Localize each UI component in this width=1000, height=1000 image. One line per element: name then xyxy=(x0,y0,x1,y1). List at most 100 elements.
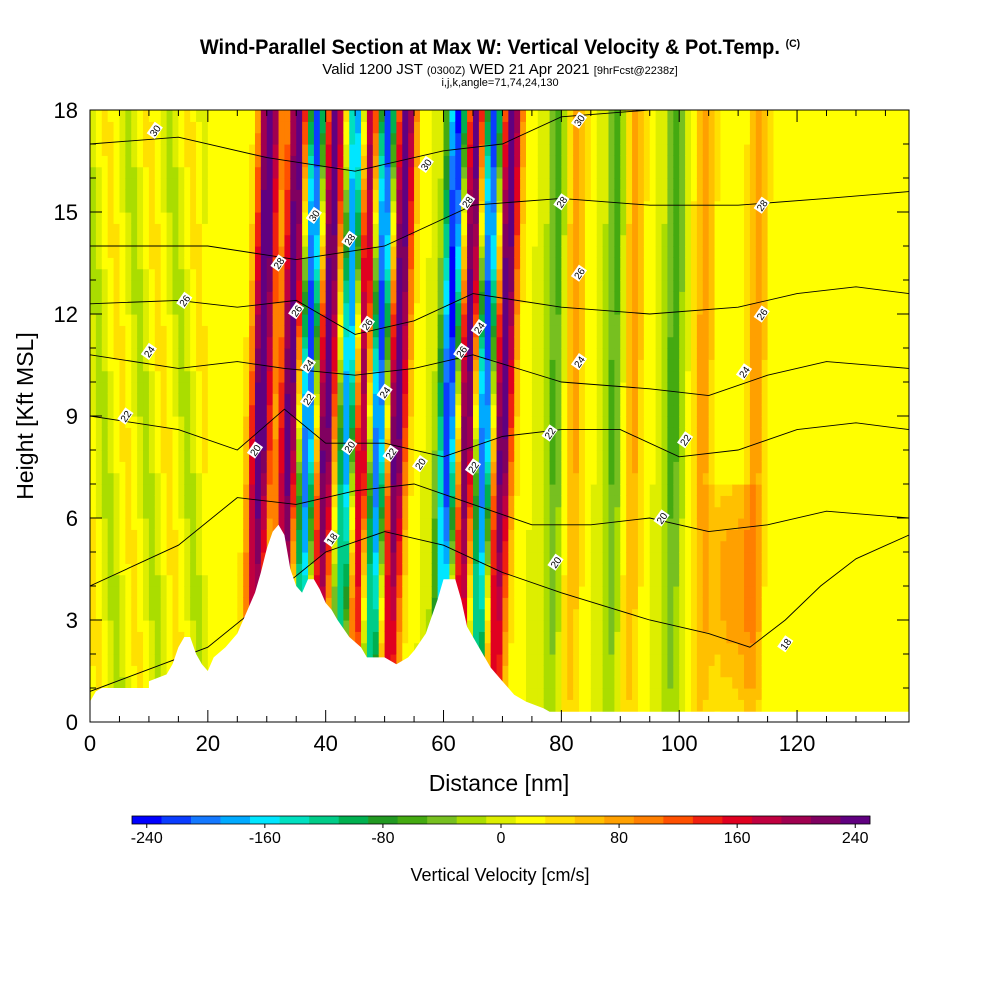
velocity-cell xyxy=(567,291,574,304)
velocity-cell xyxy=(490,654,498,666)
velocity-cell xyxy=(237,166,244,179)
velocity-cell xyxy=(137,461,144,474)
velocity-cell xyxy=(543,314,551,326)
velocity-cell xyxy=(190,620,197,632)
velocity-cell xyxy=(579,699,586,712)
velocity-cell xyxy=(425,166,433,179)
velocity-cell xyxy=(596,427,604,440)
velocity-cell xyxy=(396,631,403,644)
velocity-cell xyxy=(484,393,492,406)
velocity-cell xyxy=(620,291,627,304)
velocity-cell xyxy=(361,450,368,462)
velocity-cell xyxy=(190,246,197,258)
velocity-cell xyxy=(313,506,321,519)
velocity-cell xyxy=(154,631,162,644)
velocity-cell xyxy=(266,472,274,485)
velocity-cell xyxy=(461,268,468,281)
velocity-cell xyxy=(396,450,403,462)
velocity-cell xyxy=(437,280,445,292)
velocity-cell xyxy=(614,586,621,598)
velocity-cell xyxy=(502,234,509,247)
velocity-cell xyxy=(319,495,327,508)
velocity-cell xyxy=(313,393,321,406)
velocity-cell xyxy=(308,132,315,145)
velocity-cell xyxy=(402,586,409,598)
velocity-cell xyxy=(561,495,568,508)
velocity-cell xyxy=(390,540,397,553)
velocity-cell xyxy=(325,563,333,576)
velocity-cell xyxy=(207,574,215,587)
velocity-cell xyxy=(561,257,568,270)
velocity-cell xyxy=(213,382,221,394)
velocity-cell xyxy=(584,438,592,451)
velocity-cell xyxy=(366,427,374,440)
velocity-cell xyxy=(154,472,162,485)
velocity-cell xyxy=(537,382,545,394)
velocity-cell xyxy=(272,200,280,213)
velocity-cell xyxy=(608,642,615,655)
velocity-cell xyxy=(254,574,262,587)
velocity-cell xyxy=(378,495,386,508)
velocity-cell xyxy=(378,336,386,349)
velocity-cell xyxy=(260,370,268,383)
velocity-cell xyxy=(178,212,185,224)
velocity-cell xyxy=(308,110,315,122)
velocity-cell xyxy=(278,484,286,496)
velocity-cell xyxy=(355,518,362,530)
velocity-cell xyxy=(372,314,380,326)
velocity-cell xyxy=(626,178,633,190)
velocity-cell xyxy=(502,620,509,632)
velocity-cell xyxy=(396,280,403,292)
velocity-cell xyxy=(549,348,557,360)
velocity-cell xyxy=(461,382,468,394)
velocity-cell xyxy=(184,246,191,258)
velocity-cell xyxy=(573,574,580,587)
velocity-cell xyxy=(425,574,433,587)
velocity-cell xyxy=(490,540,498,553)
velocity-cell xyxy=(160,620,168,632)
velocity-cell xyxy=(620,495,627,508)
velocity-cell xyxy=(231,280,238,292)
velocity-cell xyxy=(201,461,209,474)
velocity-cell xyxy=(537,586,545,598)
velocity-cell xyxy=(573,699,580,712)
velocity-cell xyxy=(526,461,533,474)
velocity-cell xyxy=(614,642,621,655)
velocity-cell xyxy=(573,336,580,349)
velocity-cell xyxy=(549,450,557,462)
velocity-cell xyxy=(608,200,615,213)
velocity-cell xyxy=(555,336,562,349)
velocity-cell xyxy=(225,586,233,598)
velocity-cell xyxy=(496,359,504,372)
velocity-cell xyxy=(584,461,592,474)
velocity-cell xyxy=(243,121,250,134)
velocity-cell xyxy=(590,676,598,689)
velocity-cell xyxy=(343,325,350,338)
velocity-cell xyxy=(608,280,615,292)
velocity-cell xyxy=(508,382,515,394)
velocity-cell xyxy=(549,144,557,156)
velocity-cell xyxy=(131,461,138,474)
velocity-cell xyxy=(101,370,109,383)
velocity-cell xyxy=(579,461,586,474)
velocity-cell xyxy=(584,155,592,168)
velocity-cell xyxy=(526,574,533,587)
velocity-cell xyxy=(331,484,339,496)
velocity-cell xyxy=(449,484,456,496)
velocity-cell xyxy=(573,416,580,428)
velocity-cell xyxy=(590,302,598,315)
velocity-cell xyxy=(396,608,403,621)
velocity-cell xyxy=(213,586,221,598)
velocity-cell xyxy=(366,552,374,564)
velocity-cell xyxy=(579,291,586,304)
velocity-cell xyxy=(461,155,468,168)
velocity-cell xyxy=(437,291,445,304)
velocity-cell xyxy=(137,518,144,530)
velocity-cell xyxy=(278,280,286,292)
velocity-cell xyxy=(172,427,179,440)
velocity-cell xyxy=(579,574,586,587)
velocity-cell xyxy=(437,246,445,258)
velocity-cell xyxy=(514,484,521,496)
velocity-cell xyxy=(196,552,203,564)
velocity-cell xyxy=(555,166,562,179)
